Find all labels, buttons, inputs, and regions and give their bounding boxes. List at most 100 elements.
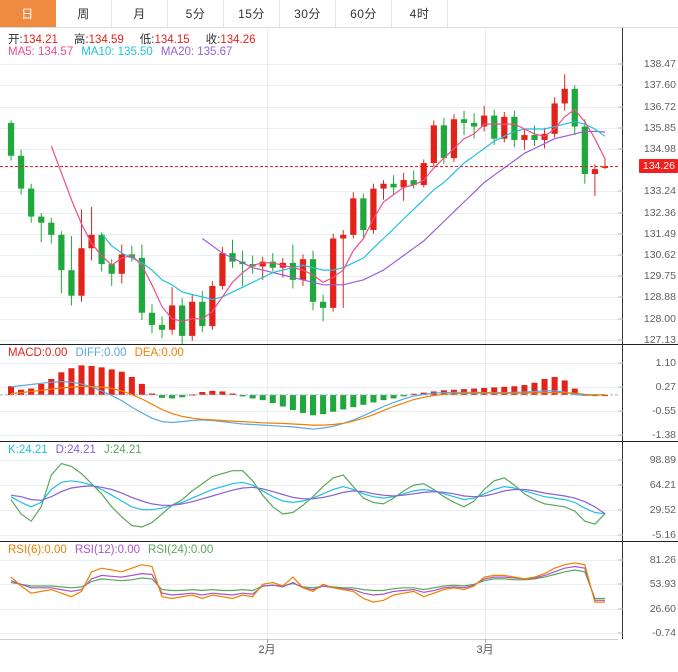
macd-plot[interactable]: MACD:0.00 DIFF:0.00 DEA:0.00 <box>0 345 618 441</box>
kdj-axis-tick-label: 64.21 <box>649 478 676 491</box>
current-price-line <box>0 166 618 168</box>
kdj-axis-tick-mark <box>618 459 623 461</box>
price-gridline <box>0 319 618 320</box>
x-axis-tick <box>485 639 486 643</box>
macd-axis: 1.10 0.27 -0.55 -1.38 <box>618 345 678 441</box>
price-axis-tick-mark <box>618 318 623 320</box>
kdj-gridline <box>0 510 618 511</box>
rsi-gridline <box>0 609 618 610</box>
price-axis-tick-mark <box>618 63 623 65</box>
price-gridline <box>0 85 618 86</box>
kdj-axis-tick-label: -5.16 <box>652 529 676 541</box>
x-axis-label: 2月 <box>258 644 276 656</box>
kdj-plot[interactable]: K:24.21 D:24.21 J:24.21 <box>0 442 618 541</box>
price-axis-tick-label: 130.62 <box>643 249 676 262</box>
rsi-axis-tick-mark <box>618 559 623 561</box>
price-plot[interactable]: 开:134.21 高:134.59 低:134.15 收:134.26 MA5: 134… <box>0 28 618 344</box>
x-axis: 2月 3月 <box>0 639 678 659</box>
rsi-vgrid <box>267 542 268 639</box>
price-axis-tick-label: 131.49 <box>643 227 676 240</box>
tab-period-3[interactable]: 5分 <box>168 0 224 27</box>
price-axis-tick-mark <box>618 127 623 129</box>
kdj-panel: K:24.21 D:24.21 J:24.21 98.89 64.21 29.52 -5.… <box>0 442 678 541</box>
price-axis-tick-label: 129.75 <box>643 270 676 283</box>
macd-axis-tick-mark <box>618 410 623 412</box>
current-price-tag: 134.26 <box>638 159 678 174</box>
price-axis-tick-label: 128.88 <box>643 291 676 304</box>
x-axis-label: 3月 <box>476 644 494 656</box>
price-axis-tick-label: 136.72 <box>643 100 676 113</box>
kdj-gridline <box>0 535 618 536</box>
price-axis-tick-mark <box>618 106 623 108</box>
price-axis-tick-mark <box>618 339 623 341</box>
kdj-axis-tick-mark <box>618 509 623 511</box>
macd-vgrid <box>267 345 268 441</box>
tab-period-4[interactable]: 15分 <box>224 0 280 27</box>
rsi-axis: 81.26 53.93 26.60 -0.74 <box>618 542 678 639</box>
rsi-gridline <box>0 560 618 561</box>
rsi-plot[interactable]: RSI(6):0.00 RSI(12):0.00 RSI(24):0.00 <box>0 542 618 639</box>
macd-gridline <box>0 435 618 436</box>
price-axis-tick-label: 138.47 <box>643 58 676 70</box>
price-axis-tick-label: 128.00 <box>643 312 676 325</box>
macd-axis-tick-mark <box>618 434 623 436</box>
price-gridline <box>0 128 618 129</box>
rsi-axis-tick-mark <box>618 632 623 634</box>
rsi-axis-tick-label: 81.26 <box>649 554 676 566</box>
macd-axis-line <box>622 345 623 441</box>
kdj-vgrid <box>267 442 268 541</box>
price-axis-tick-mark <box>618 84 623 86</box>
macd-panel: MACD:0.00 DIFF:0.00 DEA:0.00 1.10 0.27 -0.55… <box>0 345 678 441</box>
tab-period-5[interactable]: 30分 <box>280 0 336 27</box>
macd-axis-tick-label: 1.10 <box>655 357 676 369</box>
macd-axis-tick-mark <box>618 362 623 364</box>
price-axis-tick-mark <box>618 190 623 192</box>
rsi-axis-tick-mark <box>618 583 623 585</box>
price-vgrid <box>485 28 486 344</box>
macd-axis-tick-mark <box>618 386 623 388</box>
rsi-gridline <box>0 633 618 634</box>
tab-period-7[interactable]: 4时 <box>392 0 448 27</box>
rsi-axis-tick-label: 53.93 <box>649 578 676 591</box>
macd-axis-tick-label: -1.38 <box>652 429 676 441</box>
macd-axis-tick-label: 0.27 <box>655 381 676 394</box>
price-gridline <box>0 340 618 341</box>
rsi-panel: RSI(6):0.00 RSI(12):0.00 RSI(24):0.00 81.2… <box>0 542 678 639</box>
tab-day[interactable]: 日 <box>0 0 56 27</box>
tab-month[interactable]: 月 <box>112 0 168 27</box>
macd-gridline <box>0 387 618 388</box>
rsi-gridline <box>0 584 618 585</box>
tab-period-6[interactable]: 60分 <box>336 0 392 27</box>
kdj-vgrid <box>485 442 486 541</box>
price-gridline <box>0 191 618 192</box>
macd-axis-tick-label: -0.55 <box>652 404 676 417</box>
price-axis-tick-mark <box>618 148 623 150</box>
price-axis-tick-label: 132.36 <box>643 206 676 219</box>
price-gridline <box>0 213 618 214</box>
price-axis-tick-mark <box>618 233 623 235</box>
macd-gridline <box>0 363 618 364</box>
kdj-gridline <box>0 460 618 461</box>
x-axis-line <box>0 639 618 640</box>
macd-gridline <box>0 411 618 412</box>
kdj-axis: 98.89 64.21 29.52 -5.16 <box>618 442 678 541</box>
timeframe-tabbar: 日周月 5分 15分 30分 60分 4时 <box>0 0 678 28</box>
price-gridline <box>0 107 618 108</box>
kdj-axis-tick-mark <box>618 484 623 486</box>
price-gridline <box>0 234 618 235</box>
kdj-axis-tick-label: 29.52 <box>649 504 676 516</box>
kdj-axis-line <box>622 442 623 541</box>
tab-week[interactable]: 周 <box>56 0 112 27</box>
rsi-axis-tick-label: 26.60 <box>649 602 676 615</box>
price-axis: 138.47 137.60 136.72 135.85 134.98 133.24 132.… <box>618 28 678 346</box>
price-axis-tick-mark <box>618 296 623 298</box>
price-axis-line <box>622 28 623 344</box>
price-axis-tick-label: 137.60 <box>643 79 676 92</box>
kdj-axis-tick-mark <box>618 534 623 536</box>
price-gridline <box>0 255 618 256</box>
price-axis-tick-label: 135.85 <box>643 121 676 134</box>
panel-divider-1 <box>0 344 678 345</box>
price-axis-tick-mark <box>618 254 623 256</box>
panel-divider-3 <box>0 541 678 542</box>
